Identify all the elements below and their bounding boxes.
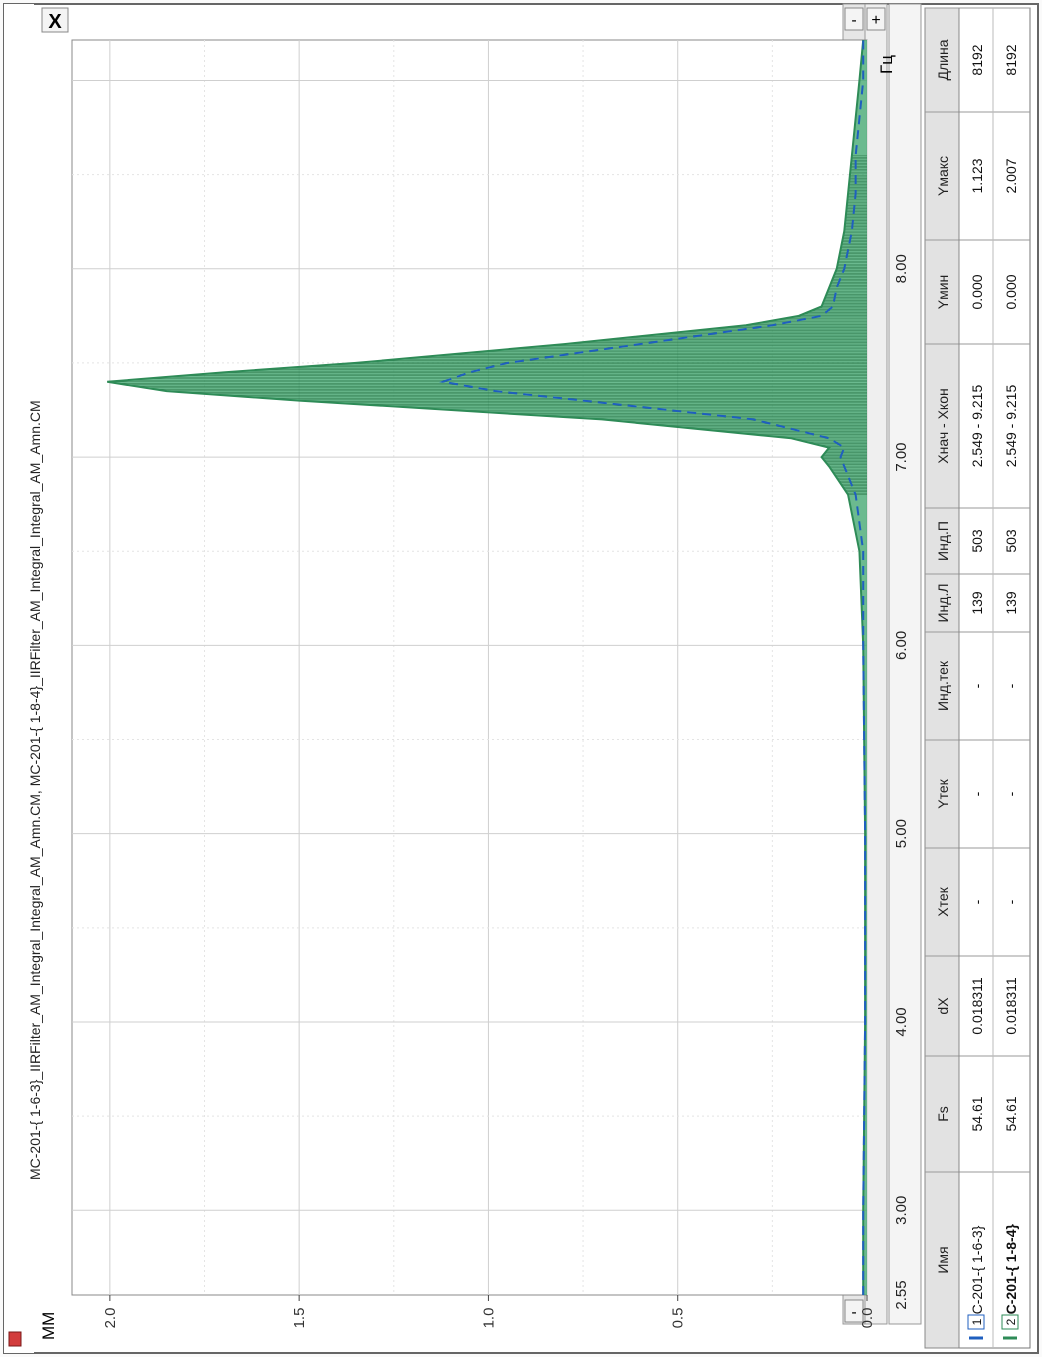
app-icon: [8, 1331, 22, 1347]
table-cell: МС-201-{ 1-8-4}: [1003, 1224, 1019, 1326]
title-bar: [4, 4, 34, 1353]
table-cell: 503: [969, 529, 985, 553]
table-header-cell: Имя: [935, 1246, 951, 1273]
y-tick-label: 0.5: [670, 1308, 687, 1329]
x-tick-label: 7.00: [893, 442, 910, 471]
y-tick-labels: 0.0 0.5 1.0 1.5 2.0: [102, 1295, 876, 1328]
table-cell: 2.549 - 9.215: [1003, 385, 1019, 468]
table-header-cell: Yмин: [935, 275, 951, 310]
table-cell: -: [969, 791, 985, 796]
x-tick-label: 5.00: [893, 819, 910, 848]
x-tick-label: 4.00: [893, 1007, 910, 1036]
y-tick-label: 1.0: [480, 1308, 497, 1329]
table-cell: 2.007: [1003, 158, 1019, 193]
series-index: 2: [1004, 1318, 1018, 1325]
table-cell: 139: [969, 591, 985, 615]
minus-icon: -: [851, 12, 856, 29]
series-2-line: [107, 39, 867, 1295]
table-cell: -: [1003, 683, 1019, 688]
table-cell: МС-201-{ 1-6-3}: [969, 1225, 985, 1326]
series-index: 1: [970, 1318, 984, 1325]
table-cell: 54.61: [969, 1096, 985, 1131]
zoom-in-button[interactable]: +: [866, 7, 886, 31]
table-cell: 503: [1003, 529, 1019, 553]
table-cell: 0.018311: [1003, 977, 1019, 1035]
scroll-minus-icon: -: [851, 1304, 856, 1321]
series-index-box[interactable]: [1001, 1314, 1019, 1330]
table-cell: 8192: [969, 44, 985, 75]
scroll-up-button[interactable]: -: [844, 1299, 864, 1323]
close-icon: X: [48, 11, 62, 33]
table-cell: -: [969, 683, 985, 688]
data-table: Имя МС-201-{ 1-6-3} МС-201-{ 1-8-4} Fs 54.61…: [924, 7, 1031, 1349]
table-cell: -: [1003, 899, 1019, 904]
x-tick-label: 3.00: [893, 1196, 910, 1225]
table-header-band: [924, 7, 960, 1349]
table-cell: 54.61: [1003, 1096, 1019, 1131]
close-button[interactable]: X: [41, 7, 69, 33]
table-header-cell: Длина: [935, 39, 951, 80]
plot-area: [71, 39, 868, 1296]
y-tick-label: 1.5: [291, 1308, 308, 1329]
table-header-cell: Yмакс: [935, 156, 951, 196]
table-cell: 0.000: [969, 274, 985, 309]
table-header-cell: Yтек: [935, 778, 951, 808]
series-index-box[interactable]: [967, 1314, 985, 1330]
table-header-cell: Инд.Л: [935, 583, 951, 622]
y-tick-label: 2.0: [102, 1308, 119, 1329]
table-cell: 2.549 - 9.215: [969, 385, 985, 468]
series-1-line: [439, 40, 867, 1295]
y-unit-label: ММ: [39, 1312, 58, 1340]
zoom-strip[interactable]: [864, 3, 888, 1325]
table-cell: 0.000: [1003, 274, 1019, 309]
table-header-cell: Xтек: [935, 886, 951, 916]
table-header-cell: Fs: [935, 1106, 951, 1122]
window-title: МС-201-{ 1-6-3}_IIRFilter_AM_Integral_In…: [27, 400, 43, 1180]
x-tick-labels: 2.55 3.00 4.00 5.00 6.00 7.00 8.00: [893, 254, 910, 1309]
x-tick-label: 2.55: [893, 1280, 910, 1309]
table-header-cell: Xнач - Xкон: [935, 388, 951, 463]
table-header-cell: Инд.П: [935, 521, 951, 561]
table-cell: -: [1003, 791, 1019, 796]
x-axis-strip: [888, 3, 922, 1325]
x-tick-label: 6.00: [893, 631, 910, 660]
y-tick-label: 0.0: [859, 1308, 876, 1329]
series-group: [107, 39, 867, 1295]
table-header-cell: dX: [935, 997, 951, 1015]
zoom-out-button[interactable]: -: [844, 7, 864, 31]
x-unit-label: Гц: [877, 55, 896, 74]
table-cell: 139: [1003, 591, 1019, 615]
x-tick-label: 8.00: [893, 254, 910, 283]
series-2-fill: [107, 40, 867, 1295]
table-header-cell: Инд.тек: [935, 660, 951, 711]
plus-icon: +: [871, 12, 880, 29]
table-cell: 0.018311: [969, 977, 985, 1035]
table-cell: 8192: [1003, 44, 1019, 75]
table-cell: 1.123: [969, 158, 985, 193]
table-cell: -: [969, 899, 985, 904]
